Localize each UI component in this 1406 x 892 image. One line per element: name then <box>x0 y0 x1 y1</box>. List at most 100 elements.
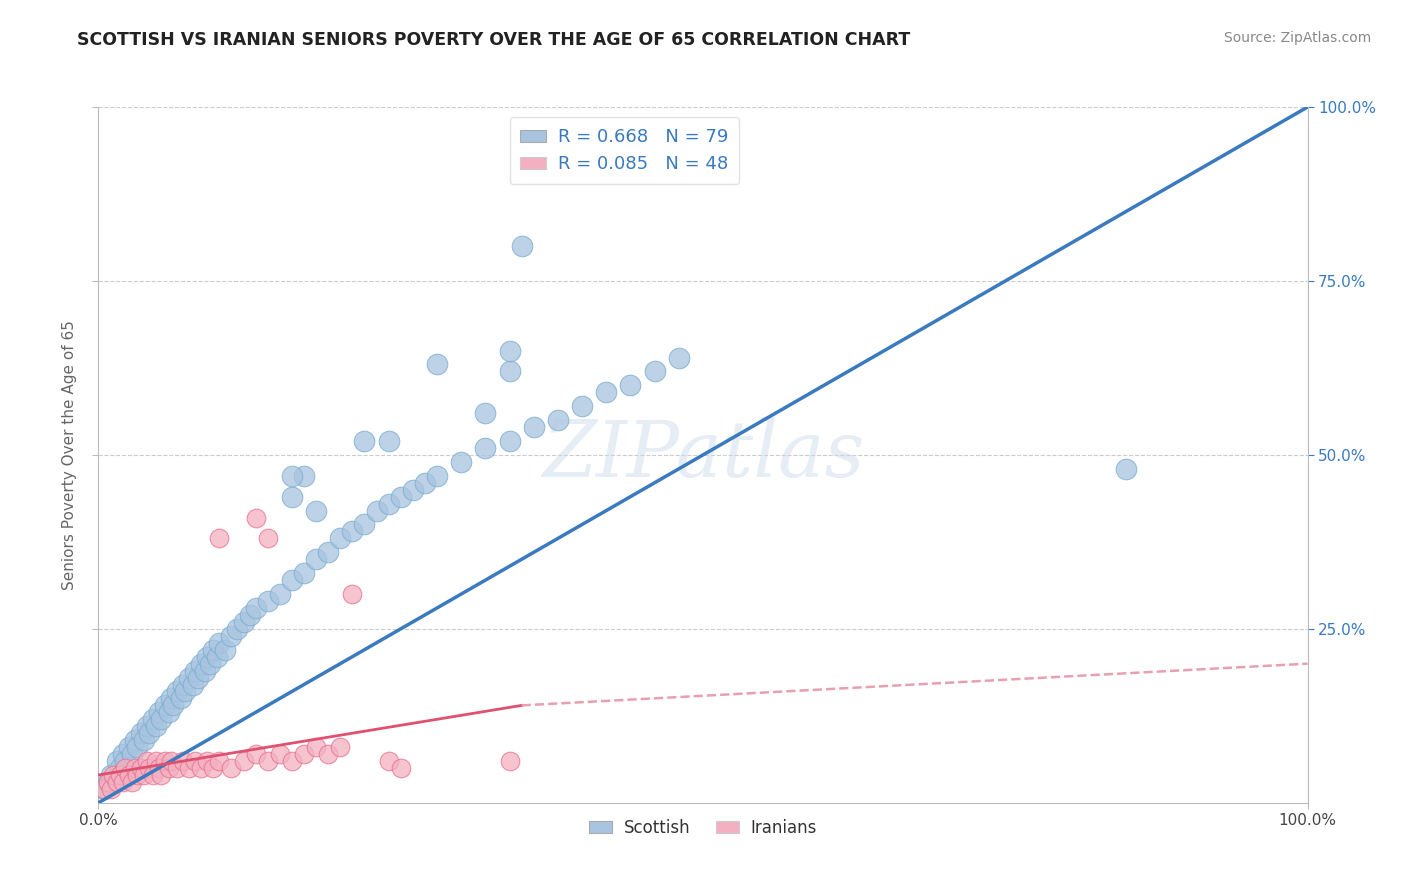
Point <box>101 768 124 782</box>
Point <box>153 698 176 713</box>
Text: Source: ZipAtlas.com: Source: ZipAtlas.com <box>1223 31 1371 45</box>
Point <box>179 671 201 685</box>
Point <box>426 358 449 372</box>
Point <box>281 490 304 504</box>
Point <box>269 747 291 761</box>
Point <box>190 657 212 671</box>
Point <box>157 706 180 720</box>
Point <box>342 587 364 601</box>
Point <box>134 768 156 782</box>
Point <box>205 649 228 664</box>
Point <box>162 698 184 713</box>
Point <box>181 677 204 691</box>
Point <box>101 775 124 789</box>
Point <box>214 642 236 657</box>
Point <box>595 385 617 400</box>
Point <box>118 740 141 755</box>
Point <box>153 754 176 768</box>
Point <box>547 413 569 427</box>
Text: SCOTTISH VS IRANIAN SENIORS POVERTY OVER THE AGE OF 65 CORRELATION CHART: SCOTTISH VS IRANIAN SENIORS POVERTY OVER… <box>77 31 911 49</box>
Point <box>498 434 520 448</box>
Point <box>498 343 520 358</box>
Point <box>105 754 128 768</box>
Point <box>329 532 352 546</box>
Point <box>150 712 173 726</box>
Point <box>239 607 262 622</box>
Point <box>232 615 254 629</box>
Point <box>100 781 122 796</box>
Point <box>166 684 188 698</box>
Point <box>450 455 472 469</box>
Point <box>316 747 339 761</box>
Point <box>127 768 149 782</box>
Point <box>111 747 134 761</box>
Point <box>172 754 194 768</box>
Point <box>202 642 225 657</box>
Point <box>135 719 157 733</box>
Point <box>195 754 218 768</box>
Point <box>305 552 328 566</box>
Point <box>202 761 225 775</box>
Point <box>124 733 146 747</box>
Point <box>377 497 399 511</box>
Point <box>114 761 136 775</box>
Point <box>498 754 520 768</box>
Point <box>121 747 143 761</box>
Point <box>619 378 641 392</box>
Point <box>413 475 436 490</box>
Point <box>118 768 141 782</box>
Point <box>97 775 120 789</box>
Point <box>160 691 183 706</box>
Point <box>269 587 291 601</box>
Point <box>389 490 412 504</box>
Point <box>305 503 328 517</box>
Point <box>114 754 136 768</box>
Point <box>226 622 249 636</box>
Point <box>221 629 243 643</box>
Point <box>145 719 167 733</box>
Point <box>245 510 267 524</box>
Point <box>108 761 131 775</box>
Point <box>190 761 212 775</box>
Point <box>174 684 197 698</box>
Point <box>134 733 156 747</box>
Point <box>256 594 278 608</box>
Point <box>142 712 165 726</box>
Point <box>474 441 496 455</box>
Point <box>208 636 231 650</box>
Point <box>198 657 221 671</box>
Point <box>342 524 364 539</box>
Point <box>172 677 194 691</box>
Point <box>129 726 152 740</box>
Point <box>668 351 690 365</box>
Point <box>221 761 243 775</box>
Point <box>510 239 533 253</box>
Point <box>208 532 231 546</box>
Point <box>194 664 217 678</box>
Point <box>145 754 167 768</box>
Point <box>402 483 425 497</box>
Point <box>195 649 218 664</box>
Point <box>256 754 278 768</box>
Point <box>121 775 143 789</box>
Y-axis label: Seniors Poverty Over the Age of 65: Seniors Poverty Over the Age of 65 <box>62 320 77 590</box>
Point <box>377 434 399 448</box>
Point <box>150 768 173 782</box>
Point <box>184 664 207 678</box>
Point <box>108 768 131 782</box>
Point <box>644 364 666 378</box>
Point <box>129 761 152 775</box>
Point <box>111 775 134 789</box>
Point <box>377 754 399 768</box>
Point <box>93 781 115 796</box>
Point <box>166 761 188 775</box>
Point <box>142 768 165 782</box>
Text: ZIPatlas: ZIPatlas <box>541 417 865 493</box>
Point <box>138 761 160 775</box>
Point <box>292 566 315 581</box>
Point <box>571 399 593 413</box>
Point <box>389 761 412 775</box>
Point <box>353 434 375 448</box>
Point <box>208 754 231 768</box>
Point <box>281 573 304 587</box>
